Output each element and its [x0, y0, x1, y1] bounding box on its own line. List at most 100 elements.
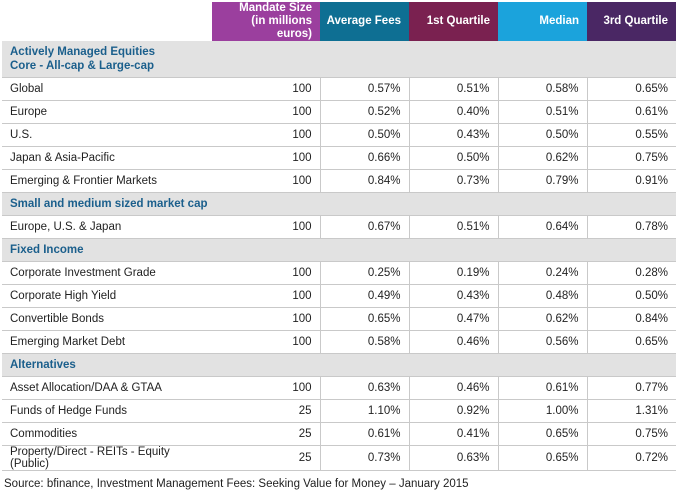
first-quartile-cell: 0.92% — [408, 399, 498, 423]
section-header-cell: Alternatives — [2, 353, 676, 377]
section-title: Small and medium sized market cap — [10, 198, 208, 210]
table-row: Emerging & Frontier Markets 100 0.84% 0.73%… — [2, 169, 676, 193]
average-fee-cell: 0.73% — [319, 445, 409, 471]
first-quartile-cell: 0.43% — [408, 123, 498, 147]
source-note: Source: bfinance, Investment Management … — [4, 478, 469, 490]
average-fee-cell: 0.58% — [319, 330, 409, 354]
strategy-name-cell: Corporate High Yield — [2, 284, 212, 308]
strategy-name-cell: Property/Direct - REITs - Equity (Public… — [2, 445, 212, 471]
mandate-size-cell: 100 — [212, 330, 320, 354]
table-row: Europe, U.S. & Japan 100 0.67% 0.51% 0.64% 0.… — [2, 215, 676, 239]
table-row: Asset Allocation/DAA & GTAA 100 0.63% 0.46%… — [2, 376, 676, 400]
third-quartile-cell: 0.91% — [586, 169, 676, 193]
third-quartile-cell: 0.28% — [586, 261, 676, 285]
mandate-size-cell: 100 — [212, 284, 320, 308]
mandate-size-cell: 100 — [212, 169, 320, 193]
first-quartile-cell: 0.46% — [408, 376, 498, 400]
section-header-row: Alternatives — [2, 353, 676, 377]
average-fee-cell: 0.84% — [319, 169, 409, 193]
strategy-name-cell: Funds of Hedge Funds — [2, 399, 212, 423]
third-quartile-cell: 0.72% — [586, 445, 676, 471]
median-cell: 0.62% — [497, 146, 587, 170]
average-fee-cell: 1.10% — [319, 399, 409, 423]
average-fee-cell: 0.65% — [319, 307, 409, 331]
table-row: Corporate Investment Grade 100 0.25% 0.19% 0… — [2, 261, 676, 285]
section-header-row: Actively Managed Equities Core - All-cap … — [2, 41, 676, 78]
header-median: Median — [498, 2, 587, 41]
median-cell: 0.58% — [497, 77, 587, 101]
average-fee-cell: 0.61% — [319, 422, 409, 446]
third-quartile-cell: 0.78% — [586, 215, 676, 239]
third-quartile-cell: 1.31% — [586, 399, 676, 423]
strategy-name-cell: Convertible Bonds — [2, 307, 212, 331]
median-cell: 0.24% — [497, 261, 587, 285]
average-fee-cell: 0.67% — [319, 215, 409, 239]
header-mandate-size: Mandate Size (in millions euros) — [212, 2, 320, 41]
table-row: Europe 100 0.52% 0.40% 0.51% 0.61% — [2, 100, 676, 124]
section-subtitle: Core - All-cap & Large-cap — [10, 60, 154, 72]
strategy-name-cell: Global — [2, 77, 212, 101]
average-fee-cell: 0.50% — [319, 123, 409, 147]
median-cell: 0.65% — [497, 422, 587, 446]
section-header-cell: Actively Managed Equities Core - All-cap … — [2, 41, 676, 78]
first-quartile-cell: 0.46% — [408, 330, 498, 354]
table-body: Actively Managed Equities Core - All-cap … — [2, 41, 676, 471]
table-row: U.S. 100 0.50% 0.43% 0.50% 0.55% — [2, 123, 676, 147]
median-cell: 0.56% — [497, 330, 587, 354]
third-quartile-cell: 0.55% — [586, 123, 676, 147]
third-quartile-cell: 0.65% — [586, 77, 676, 101]
table-row: Global 100 0.57% 0.51% 0.58% 0.65% — [2, 77, 676, 101]
section-header-cell: Fixed Income — [2, 238, 676, 262]
mandate-size-cell: 25 — [212, 422, 320, 446]
third-quartile-cell: 0.50% — [586, 284, 676, 308]
strategy-name-cell: U.S. — [2, 123, 212, 147]
median-cell: 0.62% — [497, 307, 587, 331]
average-fee-cell: 0.49% — [319, 284, 409, 308]
mandate-size-cell: 100 — [212, 376, 320, 400]
strategy-name-cell: Emerging & Frontier Markets — [2, 169, 212, 193]
mandate-size-cell: 100 — [212, 215, 320, 239]
third-quartile-cell: 0.61% — [586, 100, 676, 124]
first-quartile-cell: 0.51% — [408, 77, 498, 101]
strategy-name-cell: Commodities — [2, 422, 212, 446]
strategy-name-cell: Corporate Investment Grade — [2, 261, 212, 285]
header-first-quartile: 1st Quartile — [409, 2, 498, 41]
strategy-name-cell: Emerging Market Debt — [2, 330, 212, 354]
header-average-fees: Average Fees — [320, 2, 409, 41]
header-row: Mandate Size (in millions euros) Average… — [2, 2, 676, 41]
median-cell: 1.00% — [497, 399, 587, 423]
average-fee-cell: 0.66% — [319, 146, 409, 170]
table-row: Property/Direct - REITs - Equity (Public… — [2, 445, 676, 471]
first-quartile-cell: 0.63% — [408, 445, 498, 471]
mandate-size-cell: 100 — [212, 77, 320, 101]
first-quartile-cell: 0.47% — [408, 307, 498, 331]
section-header-row: Fixed Income — [2, 238, 676, 262]
strategy-name-cell: Europe — [2, 100, 212, 124]
section-title: Alternatives — [10, 359, 76, 371]
mandate-size-cell: 100 — [212, 146, 320, 170]
header-third-quartile: 3rd Quartile — [587, 2, 676, 41]
header-mandate-size-label: Mandate Size — [239, 2, 312, 14]
first-quartile-cell: 0.40% — [408, 100, 498, 124]
table-row: Funds of Hedge Funds 25 1.10% 0.92% 1.00% 1.3… — [2, 399, 676, 423]
mandate-size-cell: 100 — [212, 307, 320, 331]
table-row: Convertible Bonds 100 0.65% 0.47% 0.62% 0.84% — [2, 307, 676, 331]
strategy-name-cell: Europe, U.S. & Japan — [2, 215, 212, 239]
section-title: Fixed Income — [10, 244, 84, 256]
median-cell: 0.50% — [497, 123, 587, 147]
mandate-size-cell: 25 — [212, 445, 320, 471]
third-quartile-cell: 0.84% — [586, 307, 676, 331]
third-quartile-cell: 0.77% — [586, 376, 676, 400]
average-fee-cell: 0.63% — [319, 376, 409, 400]
third-quartile-cell: 0.75% — [586, 422, 676, 446]
mandate-size-cell: 25 — [212, 399, 320, 423]
first-quartile-cell: 0.50% — [408, 146, 498, 170]
mandate-size-cell: 100 — [212, 123, 320, 147]
first-quartile-cell: 0.51% — [408, 215, 498, 239]
strategy-name-cell: Asset Allocation/DAA & GTAA — [2, 376, 212, 400]
first-quartile-cell: 0.19% — [408, 261, 498, 285]
third-quartile-cell: 0.75% — [586, 146, 676, 170]
section-header-cell: Small and medium sized market cap — [2, 192, 676, 216]
section-title: Actively Managed Equities — [10, 46, 156, 58]
